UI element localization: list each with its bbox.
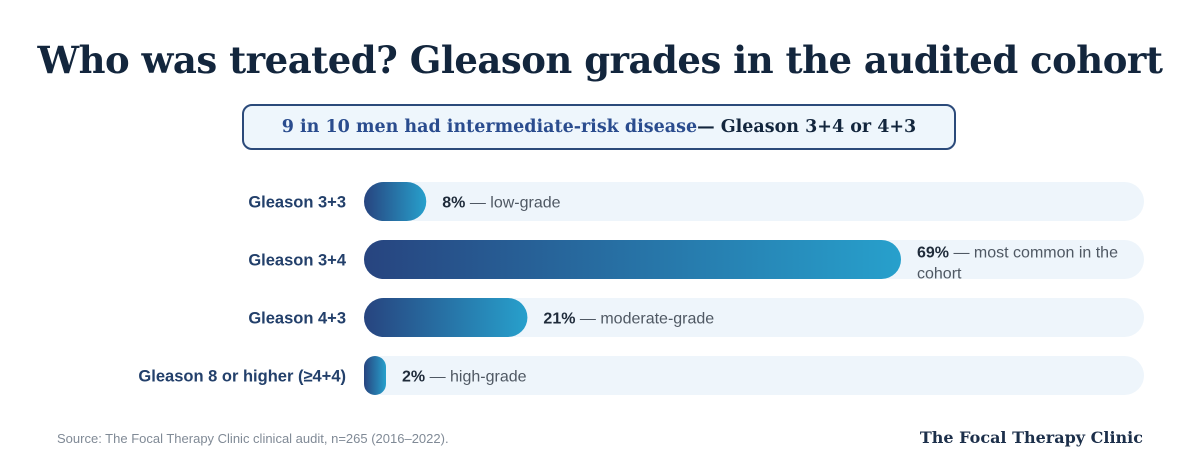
bar	[364, 240, 901, 279]
bar-track	[364, 298, 1144, 337]
bar-track	[364, 356, 1144, 395]
data-label: 8% — low-grade	[442, 195, 560, 212]
bar	[364, 356, 386, 395]
brand-name: The Focal Therapy Clinic	[919, 428, 1143, 447]
callout-emphasis: 9 in 10 men had intermediate-risk diseas…	[281, 117, 698, 137]
bar	[364, 182, 427, 221]
category-label: Gleason 3+4	[248, 252, 347, 270]
category-label: Gleason 3+3	[248, 194, 346, 212]
category-label: Gleason 4+3	[248, 310, 346, 328]
source-note: Source: The Focal Therapy Clinic clinica…	[57, 431, 449, 446]
data-label-continued: cohort	[917, 266, 962, 283]
data-label: 2% — high-grade	[402, 369, 527, 386]
bar-track	[364, 182, 1144, 221]
data-label: 69% — most common in the	[917, 245, 1118, 262]
bar	[364, 298, 528, 337]
data-label: 21% — moderate-grade	[543, 311, 714, 328]
key-finding-callout: 9 in 10 men had intermediate-risk diseas…	[242, 104, 956, 150]
callout-rest: — Gleason 3+4 or 4+3	[697, 117, 917, 137]
category-label: Gleason 8 or higher (≥4+4)	[138, 368, 346, 386]
chart-title: Who was treated? Gleason grades in the a…	[37, 38, 1163, 82]
